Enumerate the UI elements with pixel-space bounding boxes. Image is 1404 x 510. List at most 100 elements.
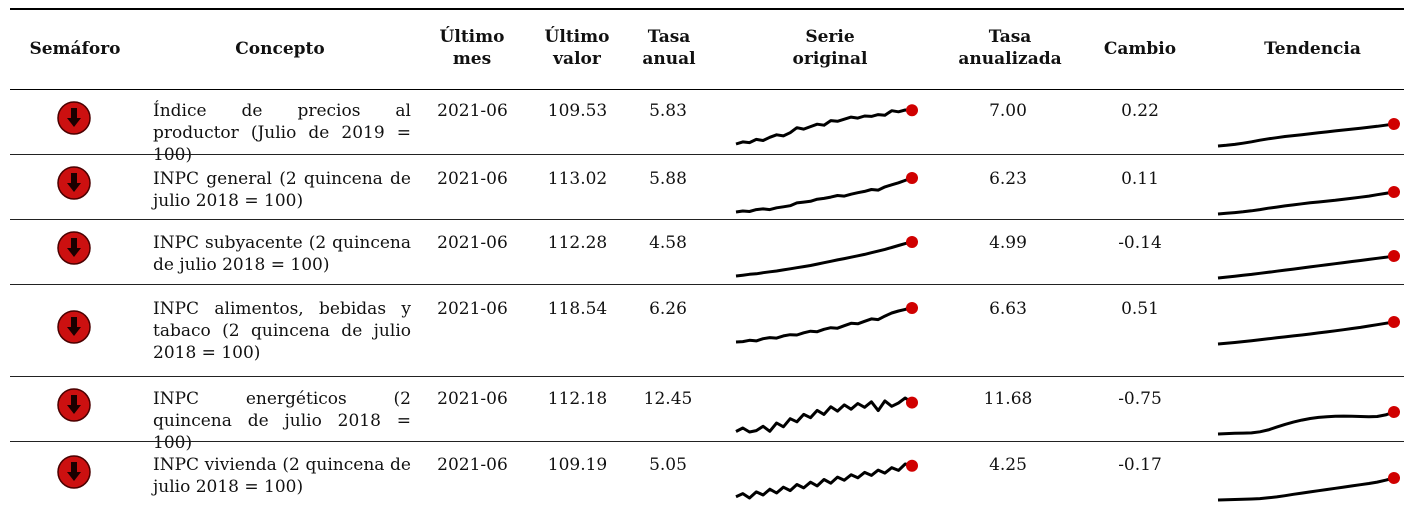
concept-cell: INPC vivienda (2 quincena de julio 2018 … [153,455,411,497]
original-series-sparkline [735,302,918,344]
table-top-rule [10,8,1404,10]
concept-cell: INPC general (2 quincena de julio 2018 =… [153,169,411,211]
down-arrow-icon [57,310,91,344]
original-series-sparkline-line [735,462,913,500]
trend-sparkline-line [1217,122,1395,148]
original-series-sparkline-line [735,108,913,146]
annual-rate-cell: 4.58 [649,233,687,253]
original-series-sparkline [735,396,918,434]
concept-cell: INPC subyacente (2 quincena de julio 201… [153,233,411,275]
original-series-sparkline-last-point [906,104,918,117]
trend-sparkline-last-point [1388,186,1400,198]
change-cell: -0.17 [1118,455,1162,475]
annualized-rate-cell: 6.63 [989,299,1027,319]
header-rule [10,89,1404,90]
last-value-cell: 112.28 [547,233,608,253]
annual-rate-cell: 5.88 [649,169,687,189]
annualized-rate-cell: 6.23 [989,169,1027,189]
original-series-sparkline [735,104,918,146]
trend-sparkline-line [1217,476,1395,502]
row-divider [10,219,1404,220]
annualized-rate-cell: 4.25 [989,455,1027,475]
trend-sparkline-last-point [1388,472,1400,484]
down-arrow-icon [57,231,91,265]
change-cell: -0.75 [1118,389,1162,409]
change-cell: 0.11 [1121,169,1159,189]
concept-cell: Índice de precios al productor (Julio de… [153,101,411,165]
header-tasa-anual-line1: Tasa [647,27,691,47]
annualized-rate-cell: 7.00 [989,101,1027,121]
change-cell: 0.51 [1121,299,1159,319]
trend-sparkline-last-point [1388,118,1400,130]
original-series-sparkline [735,236,918,278]
annualized-rate-cell: 11.68 [983,389,1033,409]
trend-sparkline-last-point [1388,250,1400,262]
trend-sparkline-line [1217,190,1395,216]
annualized-rate-cell: 4.99 [989,233,1027,253]
header-ultimo-mes-line2: mes [452,49,492,69]
row-divider [10,441,1404,442]
last-value-cell: 112.18 [547,389,608,409]
annual-rate-cell: 5.83 [649,101,687,121]
header-tasa-anualizada: Tasa anualizada [945,26,1075,70]
change-cell: -0.14 [1118,233,1162,253]
trend-sparkline-line [1217,254,1395,280]
last-month-cell: 2021-06 [437,233,508,253]
down-arrow-icon [57,101,91,135]
change-cell: 0.22 [1121,101,1159,121]
last-month-cell: 2021-06 [437,101,508,121]
original-series-sparkline-last-point [906,236,918,248]
header-tasa-anual: Tasa anual [630,26,708,70]
down-arrow-icon [57,166,91,200]
trend-sparkline [1217,118,1400,148]
row-divider [10,376,1404,377]
header-ultimo-valor: Último valor [532,26,622,70]
annual-rate-cell: 12.45 [643,389,693,409]
concept-cell: INPC alimentos, bebidas y tabaco (2 quin… [153,299,411,363]
trend-sparkline [1217,472,1400,502]
original-series-sparkline-last-point [906,172,918,184]
trend-sparkline [1217,316,1400,346]
header-ultimo-valor-line2: valor [553,49,601,69]
last-month-cell: 2021-06 [437,169,508,189]
header-ultimo-mes-line1: Último [439,27,505,47]
original-series-sparkline-line [735,176,913,214]
row-divider [10,154,1404,155]
trend-sparkline-last-point [1388,406,1400,418]
header-concepto: Concepto [235,39,325,59]
header-ultimo-mes: Último mes [430,26,514,70]
last-value-cell: 118.54 [547,299,608,319]
last-month-cell: 2021-06 [437,455,508,475]
original-series-sparkline-line [735,306,913,344]
header-tasa-anualizada-line1: Tasa [988,27,1032,47]
original-series-sparkline-line [735,396,913,434]
down-arrow-icon [57,388,91,422]
trend-sparkline [1217,186,1400,216]
header-serie-original-line1: Serie [805,27,855,47]
header-tasa-anualizada-line2: anualizada [958,49,1062,69]
original-series-sparkline-last-point [906,396,918,409]
trend-sparkline [1217,250,1400,280]
original-series-sparkline [735,459,918,500]
original-series-sparkline [735,172,918,214]
header-cambio: Cambio [1103,39,1177,59]
annual-rate-cell: 5.05 [649,455,687,475]
down-arrow-icon [57,455,91,489]
trend-sparkline-last-point [1388,316,1400,328]
original-series-sparkline-line [735,240,913,278]
last-value-cell: 109.19 [547,455,608,475]
last-month-cell: 2021-06 [437,299,508,319]
trend-sparkline-line [1217,320,1395,346]
original-series-sparkline-last-point [906,459,918,472]
annual-rate-cell: 6.26 [649,299,687,319]
header-serie-original: Serie original [770,26,890,70]
concept-cell: INPC energéticos (2 quincena de julio 20… [153,389,411,453]
trend-sparkline-line [1217,410,1395,436]
last-value-cell: 113.02 [547,169,608,189]
last-month-cell: 2021-06 [437,389,508,409]
row-divider [10,284,1404,285]
original-series-sparkline-last-point [906,302,918,314]
header-tasa-anual-line2: anual [642,49,696,69]
trend-sparkline [1217,406,1400,436]
header-tendencia: Tendencia [1264,39,1361,59]
